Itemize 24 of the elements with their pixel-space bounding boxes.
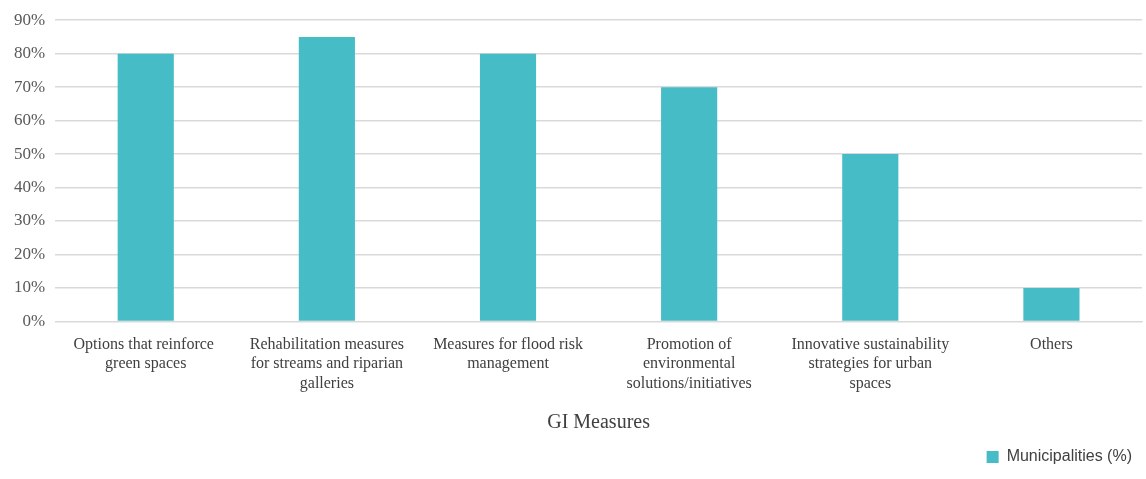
- bar: [842, 154, 899, 321]
- bar: [1023, 287, 1080, 321]
- bar: [661, 87, 718, 321]
- x-tick-label: Others: [1030, 335, 1073, 353]
- y-tick-label: 10%: [13, 277, 46, 297]
- x-tick-label: Rehabilitation measures for streams and riparian galleries: [249, 335, 404, 392]
- x-tick-label: Innovative sustainability strategies for urban spaces: [791, 335, 950, 392]
- bar: [479, 53, 537, 321]
- y-tick-label: 60%: [13, 110, 46, 130]
- bar: [117, 53, 174, 321]
- y-tick-label: 0%: [22, 310, 46, 330]
- y-tick-label: 90%: [13, 9, 46, 29]
- y-tick-label: 40%: [13, 177, 46, 196]
- y-tick-label: 30%: [13, 210, 46, 230]
- x-tick-label: Measures for flood risk management: [433, 335, 583, 373]
- x-tick-label: Promotion of environmental solutions/initiatives: [626, 335, 752, 391]
- y-tick-label: 80%: [13, 43, 46, 63]
- y-tick-label: 70%: [13, 76, 46, 96]
- y-tick-label: 20%: [13, 243, 46, 263]
- bar: [298, 36, 355, 321]
- y-tick-label: 50%: [13, 143, 46, 163]
- x-axis-title: GI Measures: [547, 410, 651, 433]
- x-tick-label: Options that reinforce green spaces: [73, 335, 218, 373]
- legend-label: Municipalities (%): [1006, 447, 1133, 465]
